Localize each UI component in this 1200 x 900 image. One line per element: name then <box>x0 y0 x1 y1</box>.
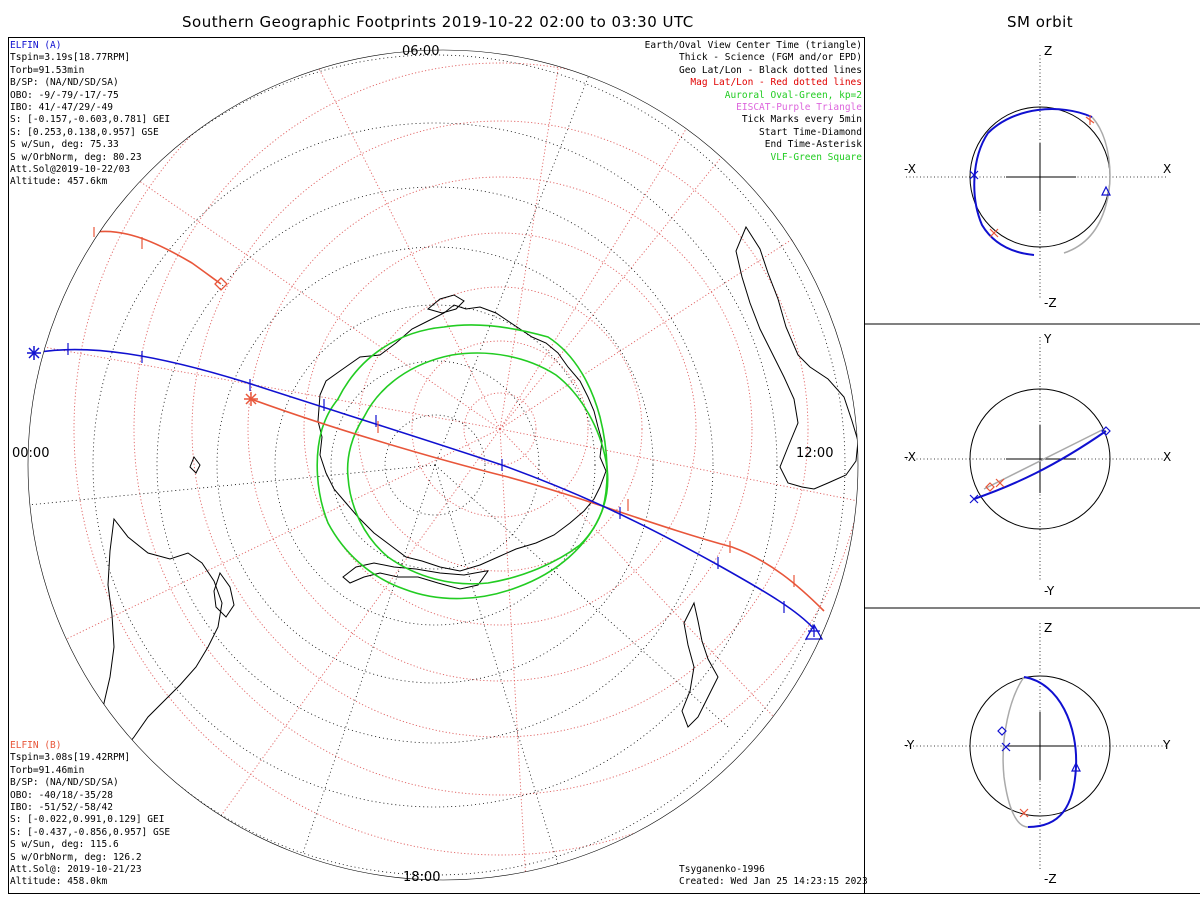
created-credit: Created: Wed Jan 25 14:23:15 2023 <box>679 876 868 888</box>
panel2-top-label: Y <box>1044 332 1052 346</box>
elfin-b-line: IBO: -51/52/-58/42 <box>10 802 113 814</box>
clock-label-18: 18:00 <box>403 870 441 885</box>
elfin-a-start-marker <box>808 625 820 637</box>
elfin-b-line: S w/Sun, deg: 115.6 <box>10 839 119 851</box>
elfin-a-line: B/SP: (NA/ND/SD/SA) <box>10 77 119 89</box>
panel3-right-label: Y <box>1163 738 1171 752</box>
elfin-b-line: Torb=91.46min <box>10 764 85 776</box>
panel3-left-label: -Y <box>904 738 915 752</box>
elfin-a-line: S: [0.253,0.138,0.957] GSE <box>10 126 159 138</box>
elfin-a-line: IBO: 41/-47/29/-49 <box>10 102 113 114</box>
elfin-b-info: ELFIN (B) Tspin=3.08s[19.42RPM] Torb=91.… <box>10 740 170 889</box>
elfin-b-line: B/SP: (NA/ND/SD/SA) <box>10 777 119 789</box>
elfin-a-info: ELFIN (A) Tspin=3.19s[18.77RPM] Torb=91.… <box>10 40 170 189</box>
elfin-a-track <box>33 348 815 630</box>
legend: Earth/Oval View Center Time (triangle) T… <box>645 40 862 164</box>
elfin-b-start-diamond <box>214 277 228 291</box>
elfin-b-ticks <box>93 227 795 587</box>
panel1-bottom-label: -Z <box>1044 296 1057 310</box>
elfin-b-name: ELFIN (B) <box>10 740 62 751</box>
view-center-triangle <box>804 623 824 640</box>
legend-item: Earth/Oval View Center Time (triangle) <box>644 40 862 51</box>
panel2-bottom-label: -Y <box>1044 584 1055 598</box>
geo-lat-grid <box>28 50 846 880</box>
elfin-b-line: Att.Sol@: 2019-10-21/23 <box>10 864 142 876</box>
legend-item: Tick Marks every 5min <box>741 114 862 126</box>
orbit-panel-xy <box>906 337 1166 582</box>
elfin-b-line: S: [-0.022,0.991,0.129] GEI <box>10 814 165 826</box>
elfin-a-line: Torb=91.53min <box>10 64 85 76</box>
credits: Tsyganenko-1996 Created: Wed Jan 25 14:2… <box>679 864 868 889</box>
elfin-a-line: S: [-0.157,-0.603,0.781] GEI <box>10 114 171 126</box>
legend-item: Thick - Science (FGM and/or EPD) <box>678 52 862 64</box>
elfin-b-line: Altitude: 458.0km <box>10 876 108 888</box>
panel1-top-label: Z <box>1044 44 1053 58</box>
panel3-bottom-label: -Z <box>1044 872 1057 886</box>
elfin-a-name: ELFIN (A) <box>10 40 62 51</box>
polar-map <box>8 37 865 894</box>
elfin-b-line: S w/OrbNorm, deg: 126.2 <box>10 851 142 863</box>
orbit-title: SM orbit <box>1007 13 1074 31</box>
elfin-a-line: OBO: -9/-79/-17/-75 <box>10 89 119 101</box>
legend-item: End Time-Asterisk <box>764 139 862 151</box>
legend-item: Geo Lat/Lon - Black dotted lines <box>678 64 862 76</box>
panel2-left-label: -X <box>904 450 916 464</box>
legend-item: Start Time-Diamond <box>759 126 862 138</box>
coastlines <box>59 225 858 856</box>
elfin-b-line: Tspin=3.08s[19.42RPM] <box>10 752 131 764</box>
elfin-b-end-asterisk <box>244 392 258 406</box>
panel3-top-label: Z <box>1044 621 1053 635</box>
clock-label-06: 06:00 <box>402 44 440 59</box>
orbit-panels <box>864 37 1200 894</box>
elfin-a-line: Altitude: 457.6km <box>10 176 108 188</box>
panel2-right-label: X <box>1163 450 1172 464</box>
model-credit: Tsyganenko-1996 <box>679 864 765 875</box>
panel1-left-label: -X <box>904 162 916 176</box>
legend-item: Mag Lat/Lon - Red dotted lines <box>690 77 862 89</box>
elfin-a-line: S w/OrbNorm, deg: 80.23 <box>10 151 142 163</box>
globe-outline <box>27 49 859 881</box>
legend-item: Auroral Oval-Green, kp=2 <box>724 89 862 101</box>
panel1-right-label: X <box>1163 162 1172 176</box>
elfin-a-end-asterisk <box>27 346 41 360</box>
elfin-a-line: Att.Sol@2019-10-22/03 <box>10 164 131 176</box>
elfin-a-line: S w/Sun, deg: 75.33 <box>10 139 119 151</box>
orbit-panel-yz <box>906 623 1166 869</box>
clock-label-12: 12:00 <box>796 446 834 461</box>
map-globe-clip <box>28 50 858 880</box>
elfin-b-line: OBO: -40/18/-35/28 <box>10 789 113 801</box>
elfin-b-track <box>81 230 825 612</box>
legend-item: VLF-Green Square <box>770 151 862 163</box>
elfin-a-line: Tspin=3.19s[18.77RPM] <box>10 52 131 64</box>
elfin-a-ticks <box>67 343 785 613</box>
auroral-oval <box>316 324 609 600</box>
map-title: Southern Geographic Footprints 2019-10-2… <box>182 13 694 31</box>
orbit-panel-xz <box>906 55 1166 299</box>
elfin-b-line: S: [-0.437,-0.856,0.957] GSE <box>10 826 171 838</box>
legend-item: EISCAT-Purple Triangle <box>736 102 862 114</box>
clock-label-00: 00:00 <box>12 446 50 461</box>
